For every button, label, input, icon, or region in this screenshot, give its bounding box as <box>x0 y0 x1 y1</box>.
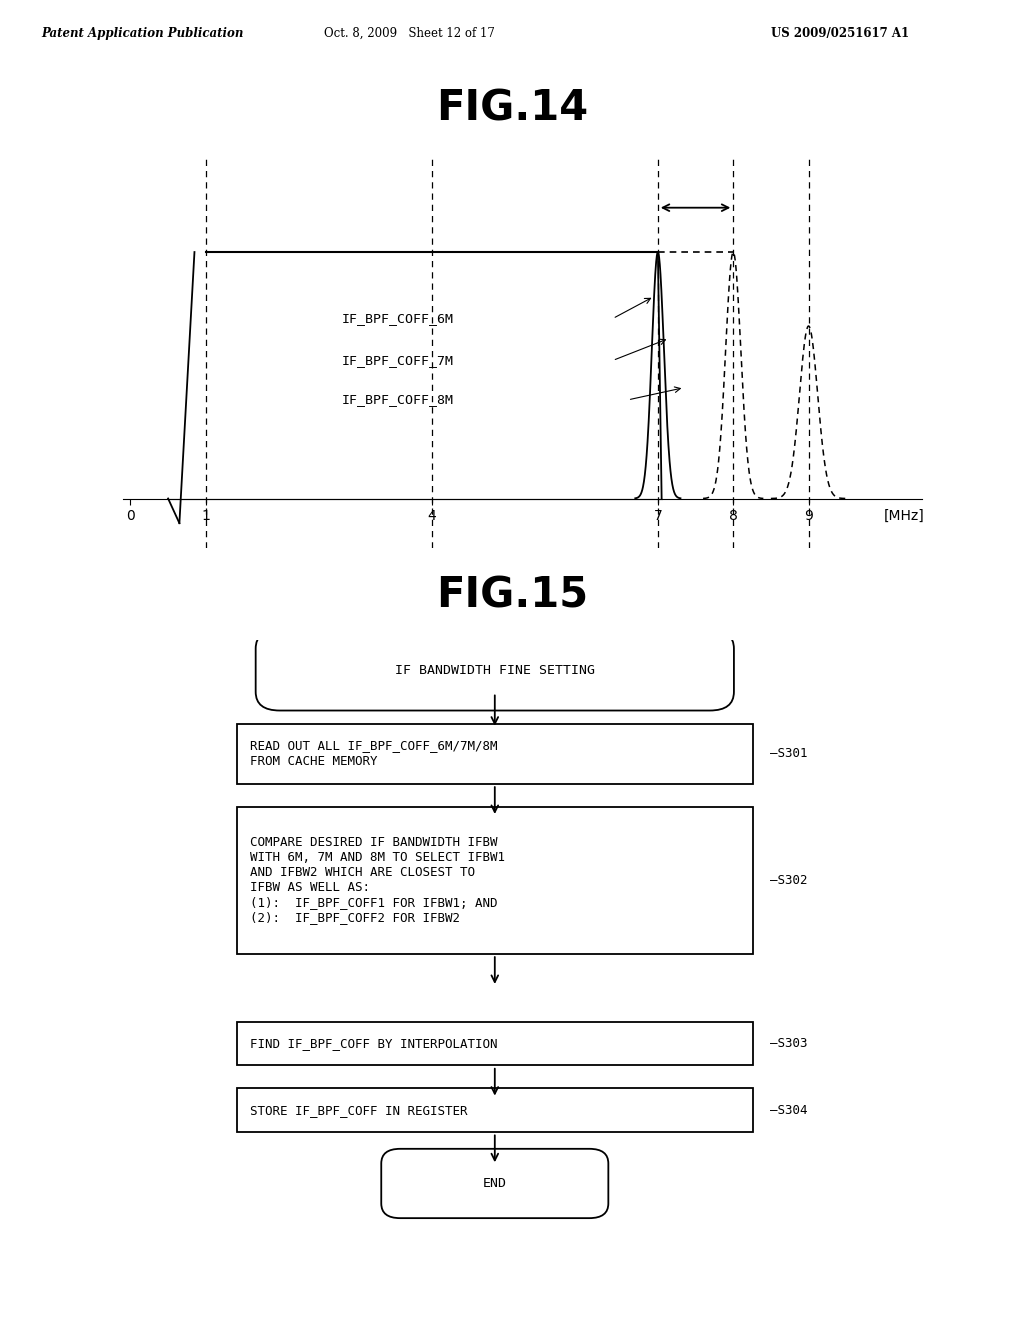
Text: IF_BPF_COFF_8M: IF_BPF_COFF_8M <box>341 393 454 407</box>
Bar <box>237 807 753 953</box>
Text: READ OUT ALL IF_BPF_COFF_6M/7M/8M
FROM CACHE MEMORY: READ OUT ALL IF_BPF_COFF_6M/7M/8M FROM C… <box>250 739 497 767</box>
Text: [MHz]: [MHz] <box>884 508 925 523</box>
Bar <box>237 1022 753 1065</box>
Text: Oct. 8, 2009   Sheet 12 of 17: Oct. 8, 2009 Sheet 12 of 17 <box>325 26 495 40</box>
Bar <box>237 1089 753 1131</box>
FancyBboxPatch shape <box>256 630 734 710</box>
Text: FIND IF_BPF_COFF BY INTERPOLATION: FIND IF_BPF_COFF BY INTERPOLATION <box>250 1038 497 1049</box>
Text: —S302: —S302 <box>770 874 808 887</box>
Text: COMPARE DESIRED IF BANDWIDTH IFBW
WITH 6M, 7M AND 8M TO SELECT IFBW1
AND IFBW2 W: COMPARE DESIRED IF BANDWIDTH IFBW WITH 6… <box>250 836 505 924</box>
Text: STORE IF_BPF_COFF IN REGISTER: STORE IF_BPF_COFF IN REGISTER <box>250 1104 467 1117</box>
Bar <box>237 723 753 784</box>
Text: —S301: —S301 <box>770 747 808 760</box>
Text: IF_BPF_COFF_6M: IF_BPF_COFF_6M <box>341 312 454 325</box>
Text: US 2009/0251617 A1: US 2009/0251617 A1 <box>771 26 908 40</box>
Text: IF BANDWIDTH FINE SETTING: IF BANDWIDTH FINE SETTING <box>395 664 595 677</box>
Text: —S303: —S303 <box>770 1038 808 1049</box>
FancyBboxPatch shape <box>381 1148 608 1218</box>
Text: FIG.15: FIG.15 <box>436 574 588 616</box>
Text: —S304: —S304 <box>770 1104 808 1117</box>
Text: FIG.14: FIG.14 <box>436 88 588 129</box>
Text: IF_BPF_COFF_7M: IF_BPF_COFF_7M <box>341 354 454 367</box>
Text: END: END <box>482 1177 507 1189</box>
Text: Patent Application Publication: Patent Application Publication <box>41 26 244 40</box>
